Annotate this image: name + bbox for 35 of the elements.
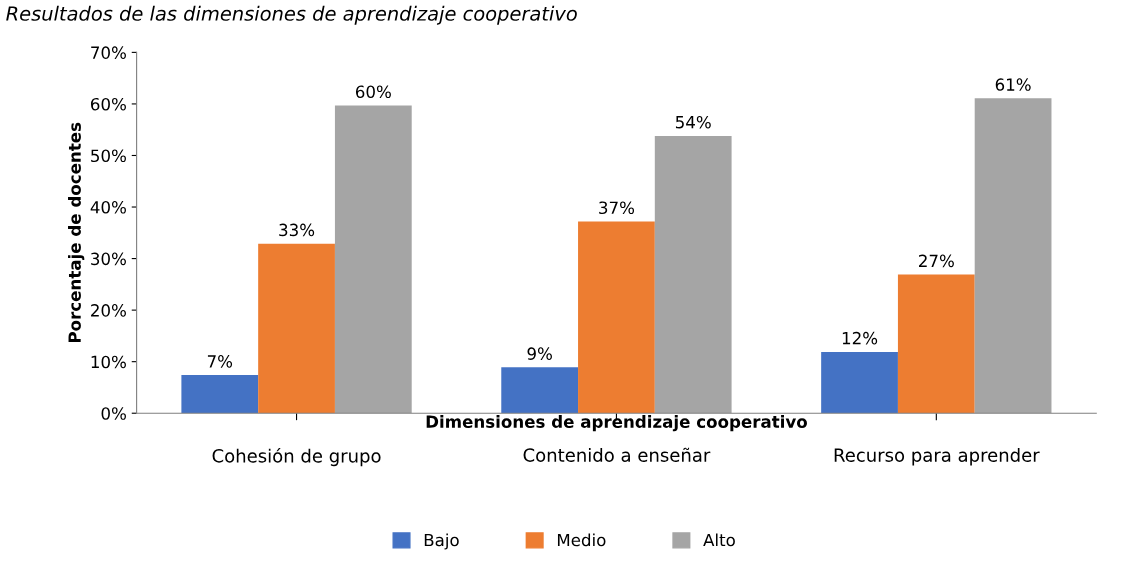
y-tick-label: 70% (91, 46, 126, 59)
x-axis-title: Dimensiones de aprendizaje cooperativo (426, 415, 807, 432)
x-tick-label: Recurso para aprender (834, 447, 1040, 466)
x-tick-label: Contenido a enseñar (523, 447, 711, 462)
y-tick-label: 40% (90, 200, 126, 214)
bar (654, 135, 732, 414)
bar (334, 105, 412, 414)
bar (821, 351, 898, 414)
bar (578, 221, 655, 414)
y-tick-label: 0% (101, 407, 126, 420)
data-label: 37% (599, 201, 635, 215)
y-tick-label: 50% (91, 149, 126, 163)
y-tick-label: 30% (91, 252, 126, 266)
y-tick-label: 60% (91, 97, 126, 111)
bar (181, 375, 259, 414)
legend-label: Medio (557, 533, 606, 547)
y-tick-label: 20% (91, 304, 126, 317)
chart-title: Resultados de las dimensiones de aprendizaje cooperativo (6, 5, 577, 25)
legend-label: Bajo (424, 533, 459, 550)
data-label: 54% (675, 115, 711, 129)
x-tick-label: Cohesión de grupo (212, 447, 381, 467)
bar (974, 98, 1052, 414)
data-label: 60% (355, 85, 391, 99)
data-label: 9% (527, 347, 552, 360)
data-label: 12% (842, 331, 878, 345)
legend-label: Alto (703, 533, 735, 547)
y-tick-label: 10% (91, 355, 126, 369)
data-label: 7% (207, 355, 233, 368)
bar (897, 274, 975, 414)
bar (501, 367, 579, 414)
data-label: 33% (279, 223, 315, 237)
data-label: 61% (995, 78, 1031, 91)
bar (258, 243, 335, 414)
y-axis-title: Porcentaje de docentes (68, 122, 85, 343)
data-label: 27% (919, 254, 954, 268)
